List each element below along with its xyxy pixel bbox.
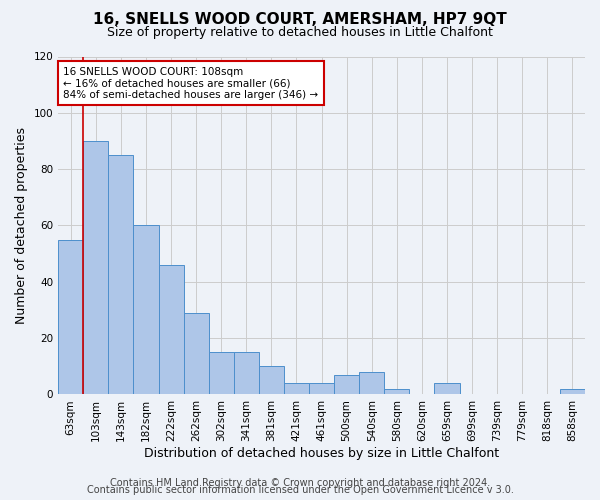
Bar [309,383,334,394]
X-axis label: Distribution of detached houses by size in Little Chalfont: Distribution of detached houses by size … [144,447,499,460]
Bar [259,366,284,394]
Text: 16 SNELLS WOOD COURT: 108sqm
← 16% of detached houses are smaller (66)
84% of se: 16 SNELLS WOOD COURT: 108sqm ← 16% of de… [64,66,319,100]
Bar [359,372,385,394]
Text: Contains HM Land Registry data © Crown copyright and database right 2024.: Contains HM Land Registry data © Crown c… [110,478,490,488]
Bar [209,352,234,395]
Bar [560,389,585,394]
Bar [83,141,109,395]
Bar [284,383,309,394]
Bar [58,240,83,394]
Y-axis label: Number of detached properties: Number of detached properties [15,127,28,324]
Bar [109,155,133,394]
Bar [158,265,184,394]
Text: Size of property relative to detached houses in Little Chalfont: Size of property relative to detached ho… [107,26,493,39]
Bar [184,313,209,394]
Text: Contains public sector information licensed under the Open Government Licence v : Contains public sector information licen… [86,485,514,495]
Text: 16, SNELLS WOOD COURT, AMERSHAM, HP7 9QT: 16, SNELLS WOOD COURT, AMERSHAM, HP7 9QT [93,12,507,28]
Bar [334,374,359,394]
Bar [385,389,409,394]
Bar [234,352,259,395]
Bar [133,226,158,394]
Bar [434,383,460,394]
